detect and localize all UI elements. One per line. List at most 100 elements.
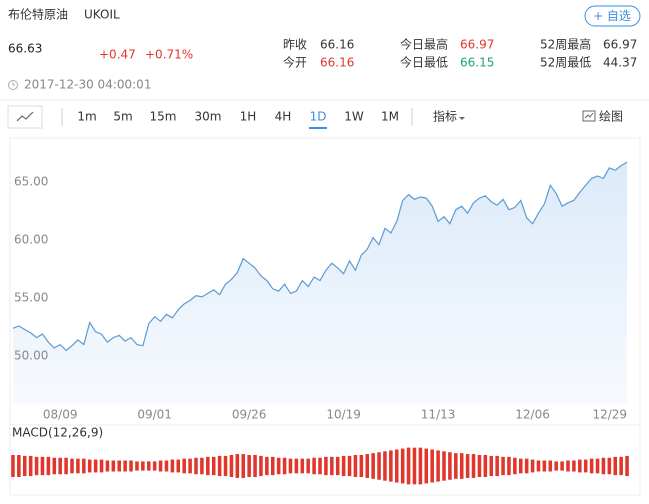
price-area <box>13 162 627 405</box>
draw-button[interactable]: 绘图 <box>582 109 623 124</box>
price-change: +0.47 <box>99 48 136 62</box>
macd-bar <box>448 452 452 480</box>
macd-bar <box>607 457 612 475</box>
macd-bar <box>17 455 21 477</box>
instrument-name: 布伦特原油 <box>8 7 68 22</box>
macd-bar <box>170 459 175 473</box>
macd-bar <box>241 454 246 478</box>
macd-bar <box>282 457 287 475</box>
draw-icon <box>582 110 596 122</box>
macd-bar <box>11 455 15 477</box>
chart-type-frame <box>7 105 43 129</box>
stat-label: 昨收 <box>283 38 307 52</box>
y-tick-label: 50.00 <box>14 349 48 363</box>
macd-bar <box>135 461 139 471</box>
macd-bar <box>560 461 564 471</box>
chart-type-button[interactable] <box>7 105 43 129</box>
macd-bar <box>229 455 234 477</box>
macd-bar <box>194 457 198 475</box>
macd-bar <box>406 447 411 485</box>
draw-label[interactable]: 绘图 <box>599 109 623 124</box>
stat-value: 66.15 <box>460 56 494 70</box>
macd-bar <box>489 455 494 477</box>
macd-bar <box>459 453 464 479</box>
macd-bar <box>371 453 375 479</box>
macd-bar <box>200 457 204 475</box>
macd-bar <box>572 460 576 472</box>
period-button[interactable]: 4H <box>275 110 292 124</box>
stat-value: 44.37 <box>603 56 637 70</box>
macd-bar <box>76 458 80 474</box>
macd-bar <box>188 458 192 474</box>
macd-bar <box>40 456 45 476</box>
x-tick-label: 09/26 <box>232 408 267 422</box>
period-button[interactable]: 1m <box>77 110 96 124</box>
macd-bar <box>412 447 417 485</box>
x-tick-label: 08/09 <box>43 408 78 422</box>
period-button[interactable]: 30m <box>195 110 222 124</box>
indicator-label[interactable]: 指标 <box>433 109 457 124</box>
macd-bar <box>625 455 629 477</box>
period-button[interactable]: 1W <box>344 110 364 124</box>
dropdown-arrow <box>459 117 465 120</box>
macd-bar <box>530 459 535 473</box>
macd-bar <box>117 460 122 472</box>
watch-button[interactable]: + 自选 <box>584 5 641 27</box>
macd-bar <box>542 460 547 472</box>
macd-bar <box>318 457 322 475</box>
x-tick-label: 11/13 <box>421 408 456 422</box>
macd-bar <box>365 454 370 478</box>
macd-bar <box>123 460 127 472</box>
macd-bar <box>206 456 210 476</box>
macd-bar <box>99 459 104 473</box>
macd-bar <box>436 450 440 482</box>
clock-icon <box>8 80 18 90</box>
macd-bar <box>141 461 145 471</box>
macd-bar <box>483 455 488 477</box>
macd-bar <box>619 456 623 476</box>
timestamp: 2017-12-30 04:00:01 <box>24 78 151 92</box>
macd-bar <box>235 454 240 478</box>
macd-bar <box>211 456 216 476</box>
macd-bar <box>58 457 62 475</box>
macd-bar <box>548 460 553 472</box>
macd-bar <box>389 450 393 482</box>
indicator-button[interactable]: 指标 <box>433 109 465 124</box>
macd-bar <box>70 458 74 474</box>
macd-bar <box>87 459 92 473</box>
macd-bar <box>424 448 429 484</box>
macd-bar <box>507 456 511 476</box>
macd-bar <box>465 454 470 478</box>
macd-bar <box>589 458 594 474</box>
period-button[interactable]: 5m <box>113 110 132 124</box>
macd-bar <box>28 455 33 477</box>
price: 66.63 <box>8 42 42 56</box>
macd-bar <box>288 458 293 474</box>
period-button[interactable]: 1D <box>310 110 327 124</box>
macd-bar <box>152 461 157 471</box>
macd-bar <box>347 455 352 477</box>
macd-bar <box>353 455 358 477</box>
macd-bar <box>129 460 133 472</box>
macd-bar <box>146 461 151 471</box>
chart-type-icon <box>16 111 34 122</box>
x-tick-label: 12/29 <box>592 408 627 422</box>
macd-bar <box>176 459 181 473</box>
macd-bar <box>223 455 228 477</box>
stat-value: 66.16 <box>320 38 354 52</box>
period-button[interactable]: 1H <box>240 110 257 124</box>
macd-bar <box>495 455 499 477</box>
macd-bar <box>536 460 541 472</box>
y-tick-label: 60.00 <box>14 232 48 246</box>
macd-bar <box>330 456 334 476</box>
watch-button-label[interactable]: + 自选 <box>593 9 631 23</box>
macd-bar <box>442 451 446 481</box>
price-change-pct: +0.71% <box>145 48 193 62</box>
macd-bar <box>217 455 222 477</box>
macd-bar <box>383 451 387 481</box>
period-button[interactable]: 1M <box>381 110 399 124</box>
x-tick-label: 10/19 <box>326 408 361 422</box>
period-button[interactable]: 15m <box>150 110 177 124</box>
y-tick-label: 55.00 <box>14 291 48 305</box>
macd-bar <box>613 456 618 476</box>
